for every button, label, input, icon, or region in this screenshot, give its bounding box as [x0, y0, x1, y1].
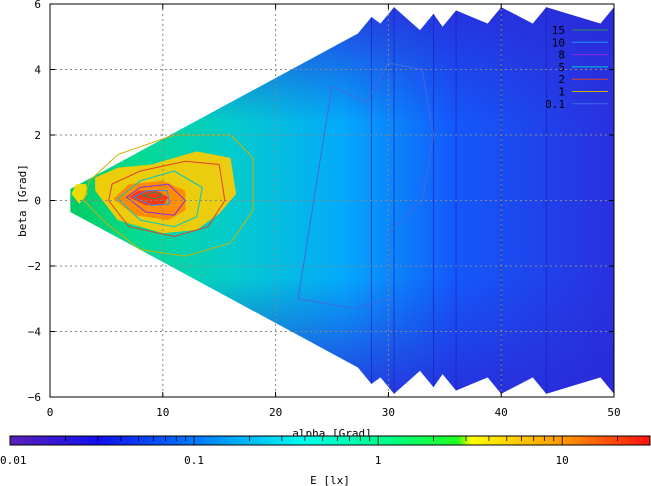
y-tick-label: 6 [34, 0, 41, 11]
contour-2 [108, 160, 226, 238]
colorbar-label: E [lx] [310, 474, 350, 486]
legend-label-15: 15 [552, 24, 565, 37]
x-tick-label: 40 [495, 406, 508, 419]
legend-label-5: 5 [558, 61, 565, 74]
colorbar-tick-label: 0.1 [184, 454, 204, 467]
legend-label-1: 1 [558, 86, 565, 99]
x-tick-label: 10 [156, 406, 169, 419]
contour-1 [83, 134, 254, 257]
y-tick-label: 4 [34, 64, 41, 77]
x-tick-label: 0 [47, 406, 54, 419]
y-tick-label: 0 [34, 195, 41, 208]
colorbar-tick-label: 0.01 [0, 454, 27, 467]
region-yellow-left [71, 184, 88, 204]
contour-0.1 [297, 62, 435, 310]
x-tick-label: 30 [382, 406, 395, 419]
x-tick-label: 20 [269, 406, 282, 419]
y-tick-label: −4 [28, 326, 42, 339]
legend-label-2: 2 [558, 73, 565, 86]
heatmap-field-shading [70, 7, 614, 394]
y-axis-label: beta [Grad] [16, 164, 29, 237]
colorbar-tick-label: 10 [556, 454, 569, 467]
legend-label-8: 8 [558, 49, 565, 62]
contour-5 [116, 170, 203, 228]
y-tick-label: 2 [34, 129, 41, 142]
contour-10 [132, 190, 171, 206]
y-tick-label: −6 [28, 391, 41, 404]
x-tick-label: 50 [607, 406, 620, 419]
colorbar-tick-label: 1 [375, 454, 382, 467]
legend-label-0.1: 0.1 [545, 98, 565, 111]
legend-label-10: 10 [552, 36, 565, 49]
y-tick-label: −2 [28, 260, 41, 273]
